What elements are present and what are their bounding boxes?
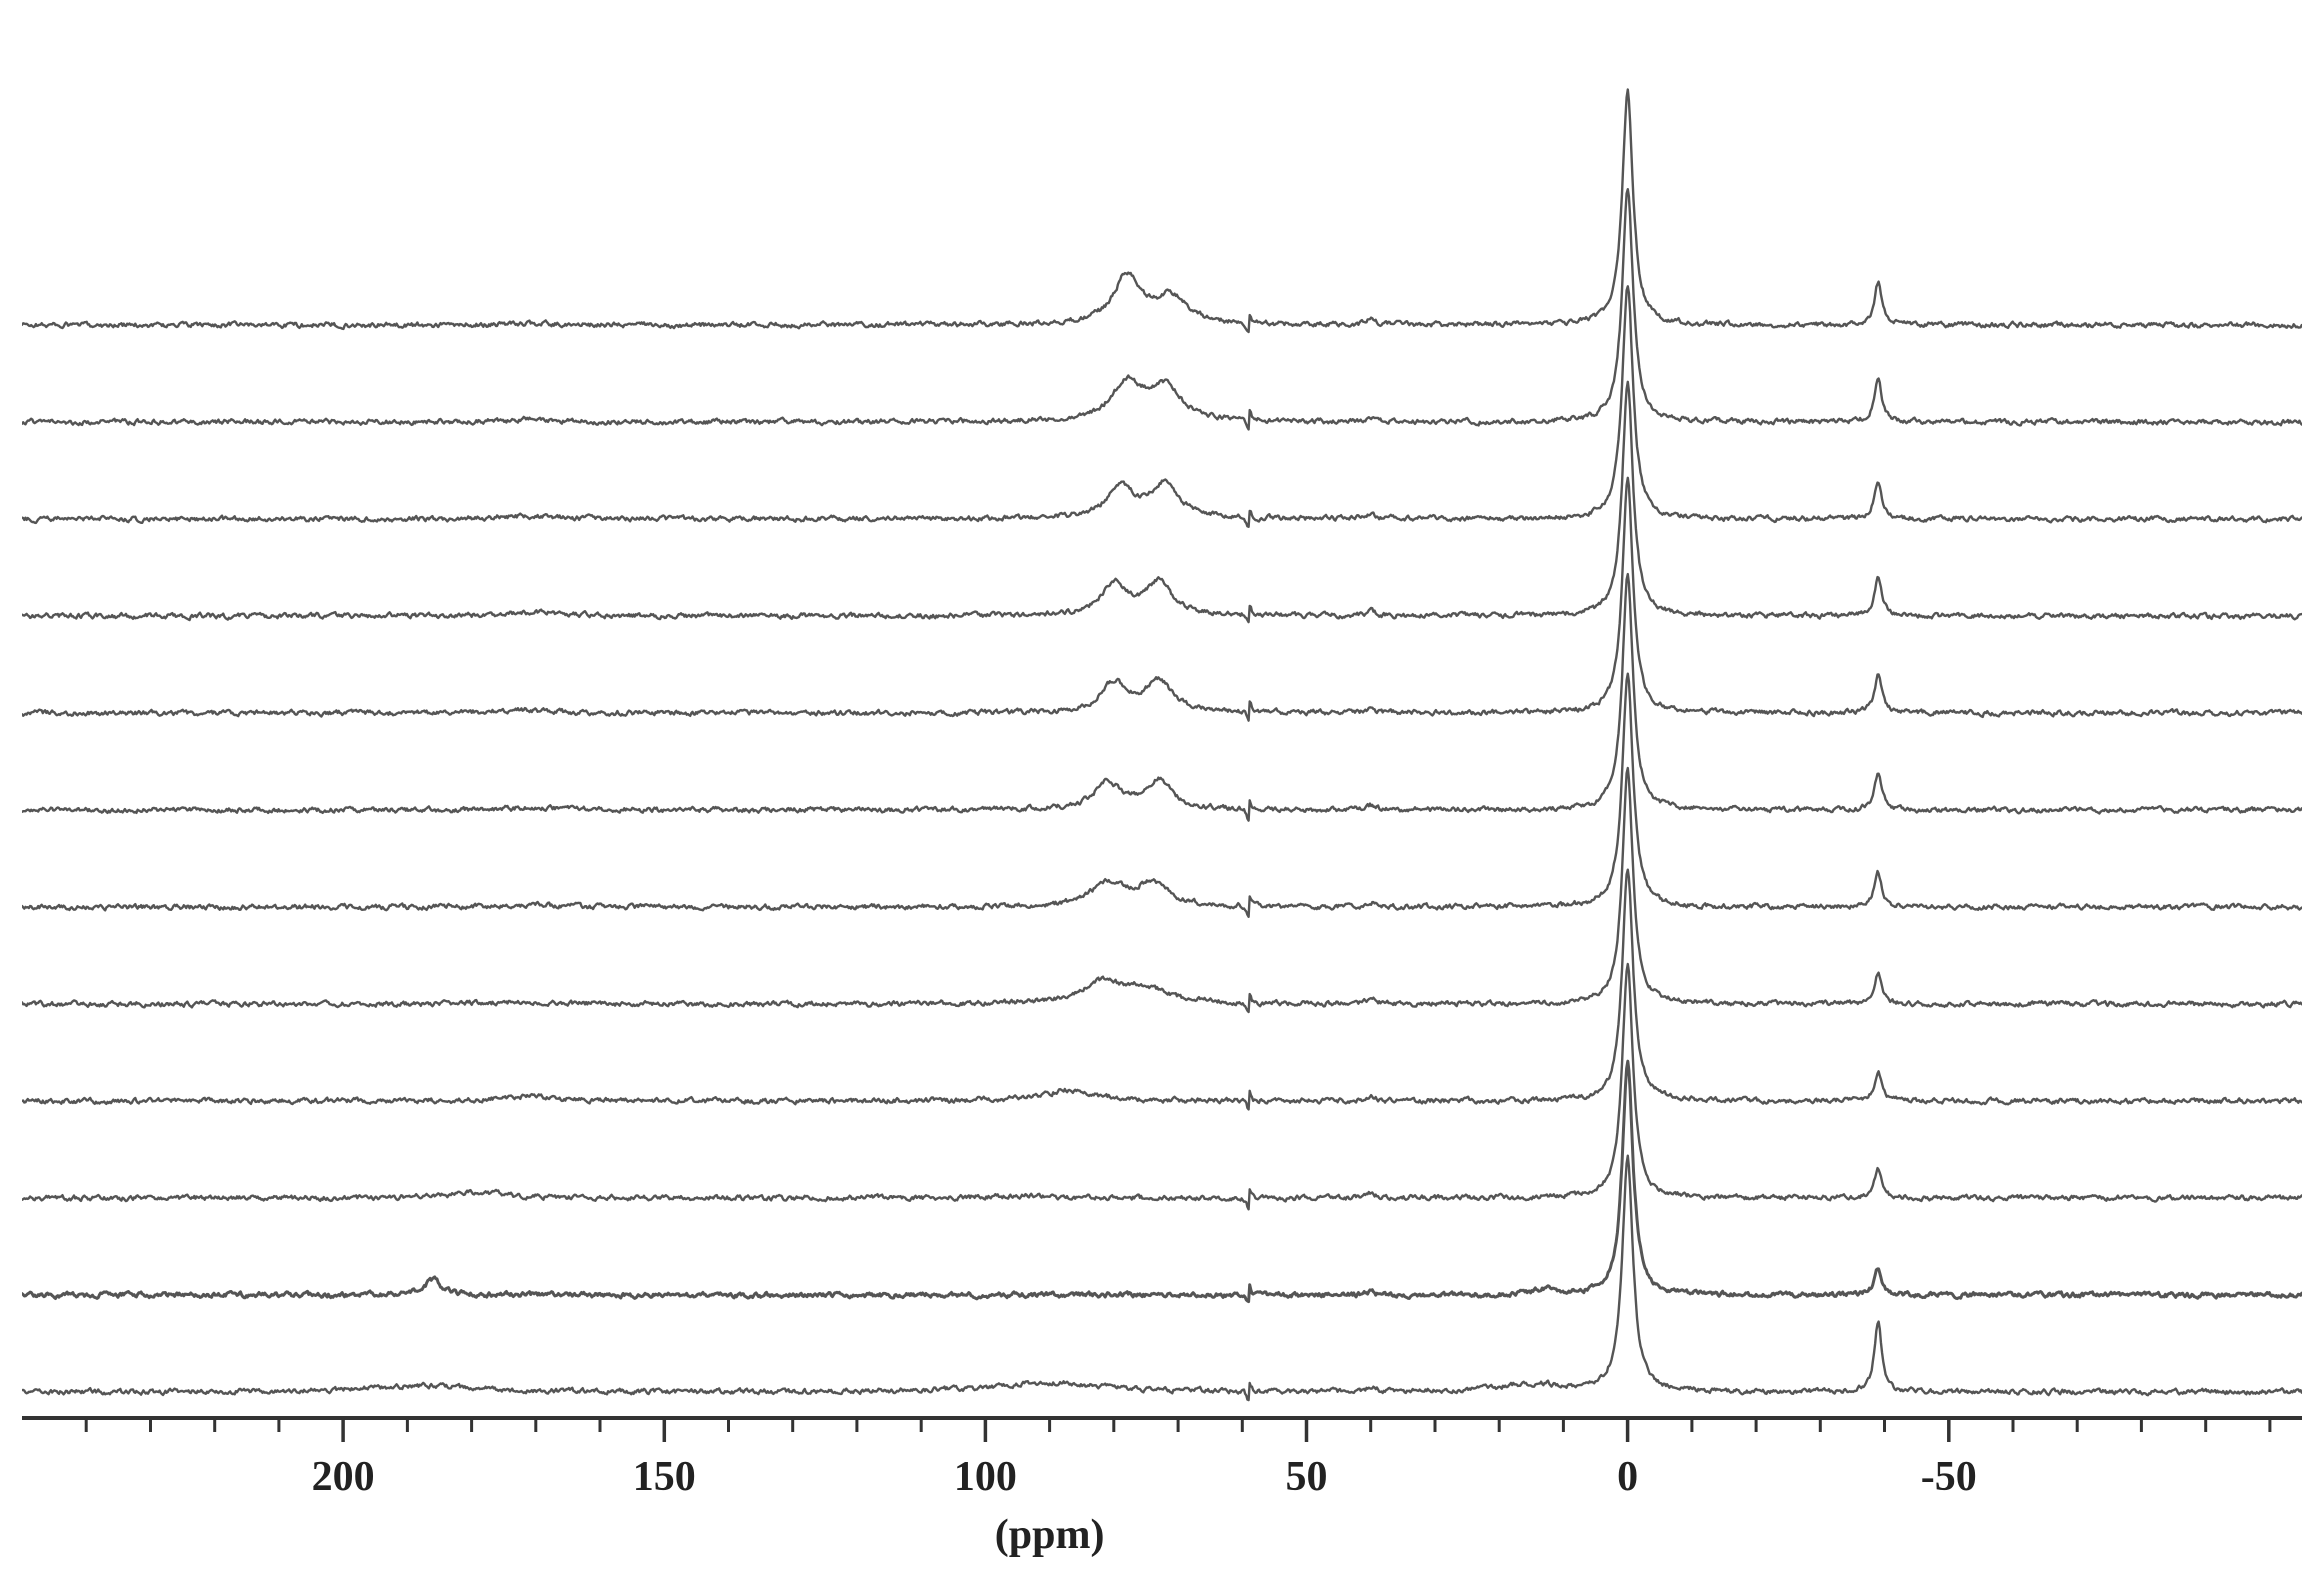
x-axis-title: (ppm) [995, 1512, 1105, 1558]
spectrum-trace-4 [22, 380, 2302, 624]
tick-label-150: 150 [633, 1454, 696, 1500]
tick-label-50: 50 [1286, 1454, 1328, 1500]
spectrum-trace-5 [22, 476, 2302, 722]
spectrum-trace-3 [22, 285, 2302, 528]
spectrum-trace-6 [22, 572, 2302, 822]
tick-label-0: 0 [1617, 1454, 1638, 1500]
tick-label-neg50: -50 [1921, 1454, 1977, 1500]
spectrum-trace-10 [22, 962, 2302, 1211]
tick-label-200: 200 [312, 1454, 375, 1500]
tick-label-100: 100 [954, 1454, 1017, 1500]
spectrum-trace-2 [22, 188, 2302, 431]
spectrum-trace-1 [22, 88, 2302, 334]
spectrum-trace-9 [22, 868, 2302, 1111]
x-axis-ticks [84, 1418, 2272, 1442]
spectrum-trace-8 [22, 766, 2302, 1014]
spectrum-trace-11 [22, 1059, 2302, 1304]
spectrum-trace-7 [22, 672, 2302, 918]
x-axis: 200 150 100 50 0 -50 [22, 1416, 2302, 1500]
spectra-group [22, 88, 2302, 1402]
spectrum-trace-12 [22, 1154, 2302, 1402]
x-axis-tick-labels: 200 150 100 50 0 -50 [312, 1454, 1977, 1500]
